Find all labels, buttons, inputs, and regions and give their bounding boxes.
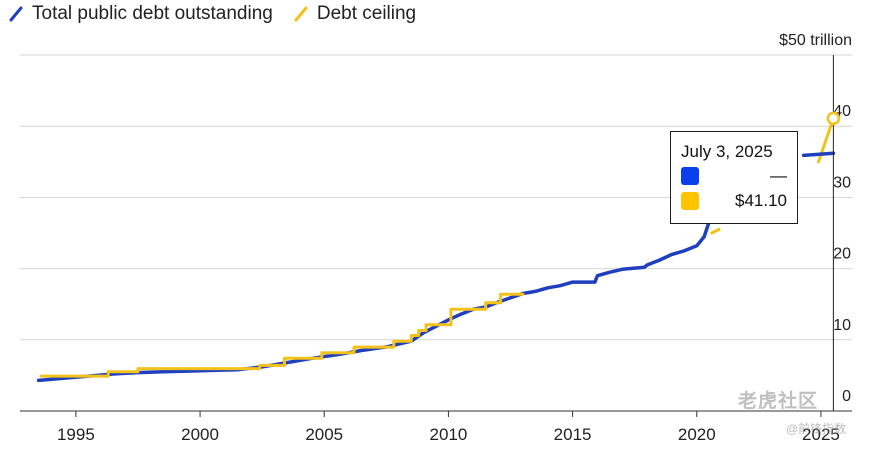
tooltip-value-debt: —: [770, 166, 787, 185]
legend-item-ceiling[interactable]: Debt ceiling: [293, 3, 416, 25]
tooltip-value-ceiling: $41.10: [735, 191, 787, 210]
series-line: [710, 227, 721, 235]
x-tick-label: 2020: [678, 425, 716, 444]
legend-item-debt[interactable]: Total public debt outstanding: [8, 3, 273, 25]
watermark: 老虎社区: [738, 391, 819, 412]
tooltip-row-ceiling: $41.10: [681, 190, 787, 212]
ceiling-swatch-icon: [681, 192, 699, 210]
x-tick-label: 2010: [430, 425, 468, 444]
watermark-sub: @前锋指数: [786, 422, 847, 436]
highlight-point: [826, 111, 841, 126]
legend-label-ceiling: Debt ceiling: [316, 3, 417, 24]
chart-tooltip: July 3, 2025 — $41.10: [670, 131, 798, 224]
line-series-icon: [293, 6, 309, 22]
y-tick-label: 0: [842, 388, 851, 405]
debt-swatch-icon: [681, 167, 699, 185]
y-tick-label: 30: [833, 174, 851, 191]
tooltip-row-debt: —: [681, 165, 787, 187]
y-tick-label: 10: [833, 317, 851, 334]
x-tick-label: 2005: [305, 425, 343, 444]
legend-label-debt: Total public debt outstanding: [32, 3, 273, 24]
series-line: [36, 219, 711, 383]
x-tick-label: 1995: [57, 425, 95, 444]
x-tick-label: 2015: [554, 425, 592, 444]
x-tick-label: 2025: [802, 425, 840, 444]
x-tick-label: 2000: [181, 425, 219, 444]
series-line: [801, 151, 836, 158]
line-series-icon: [8, 6, 24, 22]
y-tick-label: 20: [833, 246, 851, 263]
series-line: [39, 292, 525, 378]
y-tick-label: $50 trillion: [779, 32, 852, 49]
tooltip-date: July 3, 2025: [681, 142, 773, 161]
legend: Total public debt outstanding Debt ceili…: [8, 2, 436, 26]
